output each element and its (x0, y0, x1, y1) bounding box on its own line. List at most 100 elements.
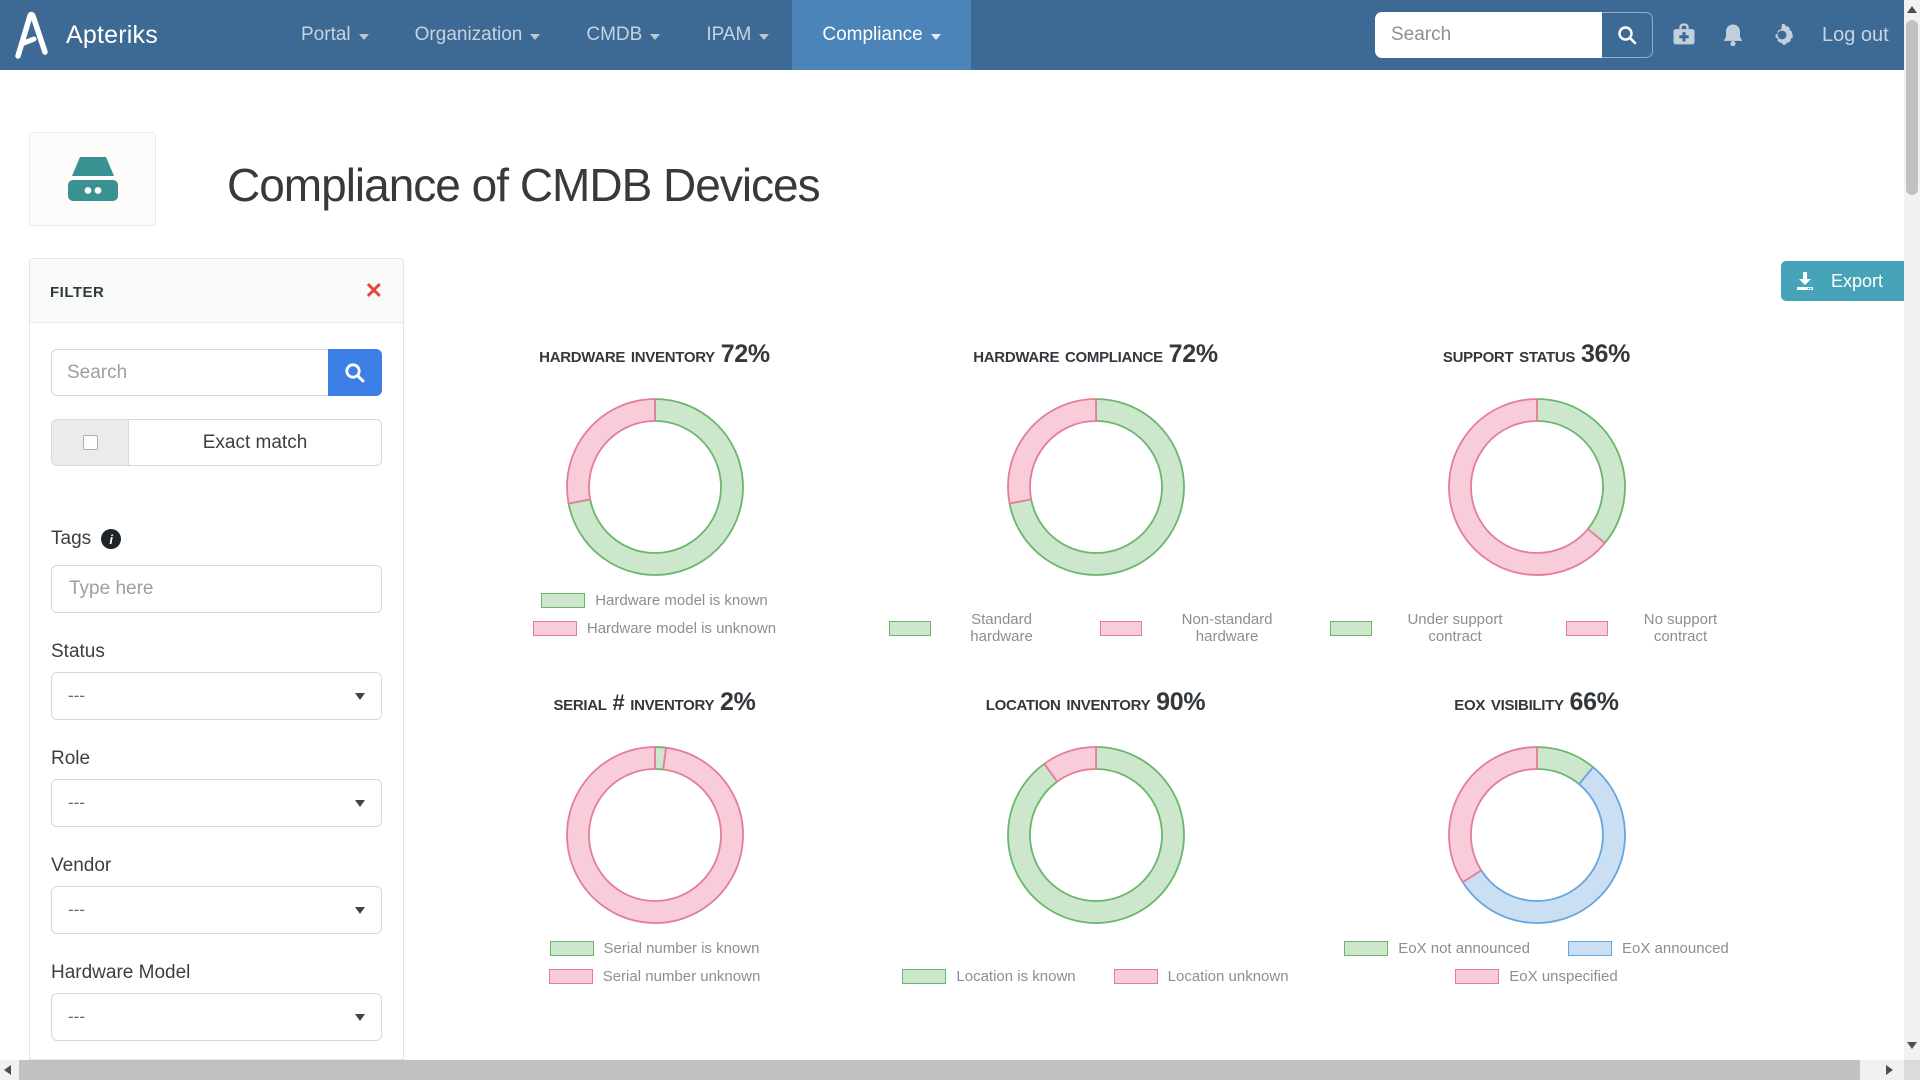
legend-swatch (1100, 620, 1143, 636)
legend-item[interactable]: No support contract (1565, 611, 1743, 645)
nav-item-compliance[interactable]: Compliance (792, 0, 971, 70)
legend-swatch (1330, 620, 1373, 636)
scroll-up-arrow-icon[interactable] (1907, 6, 1917, 13)
settings-button[interactable] (1768, 0, 1796, 70)
exact-match-checkbox[interactable] (82, 435, 98, 450)
donut-segment (567, 398, 744, 576)
search-icon (345, 362, 365, 382)
filter-search-group (51, 349, 382, 396)
chart-title: Hardware inventory 72% (539, 340, 770, 368)
filter-body: Exact match Tags i Status --- Role --- V… (30, 349, 403, 1041)
download-icon (1797, 272, 1813, 290)
chart-title: EoX visibility 66% (1454, 688, 1619, 716)
legend-item[interactable]: Location is known (902, 967, 1076, 985)
logout-button[interactable]: Log out (1822, 23, 1889, 46)
chart-title: Hardware compliance 72% (973, 340, 1218, 368)
donut-segment (1006, 746, 1185, 924)
legend-swatch (532, 620, 577, 636)
hardware-model-label: Hardware Model (51, 962, 191, 983)
support-cases-button[interactable] (1670, 0, 1698, 70)
filter-search-input[interactable] (51, 349, 328, 396)
chart-legend: Standard hardware Non-standard hardware (875, 590, 1316, 645)
chart-title: Support status 36% (1442, 340, 1631, 368)
donut-segment (565, 398, 656, 505)
role-label: Role (51, 748, 91, 769)
page-icon-card (29, 132, 156, 226)
horizontal-scrollbar-thumb[interactable] (19, 1060, 1860, 1080)
chart-block: Hardware inventory 72% Hardware model is … (434, 332, 875, 638)
legend-item[interactable]: EoX not announced (1344, 940, 1530, 957)
legend-item[interactable]: EoX unspecified (1455, 968, 1618, 985)
exact-match-label: Exact match (202, 431, 308, 453)
nav-search-input[interactable] (1375, 12, 1602, 58)
legend-label: Serial number is known (603, 939, 760, 957)
notifications-button[interactable] (1719, 0, 1747, 70)
legend-item[interactable]: Serial number is known (549, 939, 760, 957)
nav-item-ipam[interactable]: IPAM (683, 0, 792, 70)
gear-icon (1775, 24, 1793, 45)
donut-segment (1447, 746, 1538, 884)
legend-swatch (549, 940, 594, 956)
legend-swatch (889, 620, 931, 636)
legend-item[interactable]: Hardware model is known (541, 592, 768, 609)
legend-label: EoX announced (1622, 939, 1729, 957)
nav-search-button[interactable] (1602, 12, 1653, 58)
legend-item[interactable]: Standard hardware (889, 611, 1062, 645)
legend-swatch (1568, 940, 1612, 956)
status-label: Status (51, 641, 105, 662)
vendor-select[interactable]: --- (51, 886, 382, 934)
legend-label: EoX not announced (1398, 939, 1530, 957)
scroll-right-arrow-icon[interactable] (1886, 1065, 1893, 1075)
exact-match-group: Exact match (51, 419, 382, 466)
chevron-down-icon (358, 33, 369, 40)
donut-chart (565, 746, 744, 924)
chevron-down-icon (355, 1013, 365, 1021)
export-button[interactable]: Export (1781, 261, 1911, 301)
nav-item-organization[interactable]: Organization (392, 0, 564, 70)
scrollbar-corner (1904, 1060, 1920, 1080)
chevron-down-icon (530, 33, 541, 40)
hardware-model-select[interactable]: --- (51, 993, 382, 1041)
legend-item[interactable]: Hardware model is unknown (532, 620, 776, 637)
nav-item-portal[interactable]: Portal (278, 0, 392, 70)
status-select[interactable]: --- (51, 672, 382, 720)
donut-segment (1461, 766, 1626, 924)
horizontal-scrollbar[interactable] (0, 1060, 1904, 1080)
legend-label: Location is known (956, 967, 1076, 985)
filter-search-button[interactable] (328, 349, 382, 396)
legend-item[interactable]: Serial number unknown (548, 968, 760, 985)
chart-block: Location inventory 90% Location is known L… (875, 680, 1316, 986)
chart-legend: Hardware model is known Hardware model is… (434, 590, 875, 638)
top-navbar: Apteriks Portal Organization CMDB IPAM C… (0, 0, 1920, 70)
role-select[interactable]: --- (51, 779, 382, 827)
vertical-scrollbar[interactable] (1904, 0, 1920, 1060)
legend-item[interactable]: Under support contract (1330, 611, 1528, 645)
chart-legend: Location is known Location unknown (875, 938, 1316, 986)
chevron-down-icon (759, 33, 770, 40)
legend-item[interactable]: EoX announced (1568, 940, 1729, 957)
chart-legend: EoX not announced EoX announced EoX unspec… (1316, 938, 1757, 986)
legend-label: Non-standard hardware (1181, 611, 1273, 645)
chart-title: Serial # inventory 2% (553, 688, 756, 716)
scroll-down-arrow-icon[interactable] (1907, 1042, 1917, 1049)
filter-header: Filter ✕ (30, 259, 403, 323)
legend-label: No support contract (1643, 611, 1718, 645)
scroll-left-arrow-icon[interactable] (4, 1065, 11, 1075)
tags-input[interactable] (51, 565, 382, 613)
brand[interactable]: Apteriks (10, 0, 158, 70)
medical-bag-icon (1673, 23, 1695, 45)
close-icon[interactable]: ✕ (364, 277, 383, 303)
chart-block: Hardware compliance 72% Standard hardware… (875, 332, 1316, 645)
legend-label: Location unknown (1167, 967, 1289, 985)
bell-icon (1723, 24, 1743, 47)
nav-item-cmdb[interactable]: CMDB (563, 0, 683, 70)
legend-item[interactable]: Non-standard hardware (1100, 611, 1302, 645)
info-icon[interactable]: i (101, 529, 122, 549)
chart-legend: Serial number is known Serial number unkn… (434, 938, 875, 986)
brand-name: Apteriks (66, 20, 158, 49)
legend-item[interactable]: Location unknown (1113, 967, 1289, 985)
donut-chart (1006, 398, 1185, 576)
vertical-scrollbar-thumb[interactable] (1906, 20, 1918, 195)
exact-match-addon (52, 420, 129, 465)
legend-label: Standard hardware (970, 611, 1033, 645)
